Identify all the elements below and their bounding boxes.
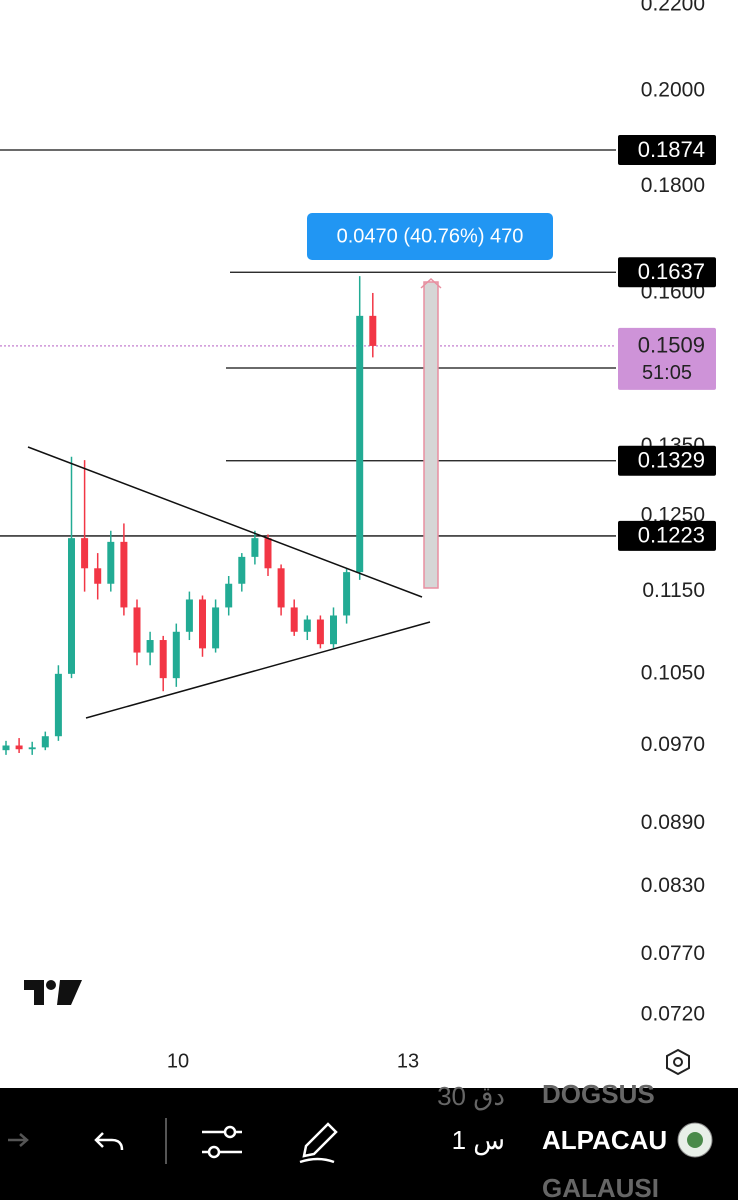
candle-body <box>199 599 206 649</box>
candle-body <box>225 583 233 608</box>
candle-body <box>356 315 364 573</box>
level-label-box <box>618 257 716 288</box>
candle-body <box>369 315 377 346</box>
symbol[interactable]: GALAUSI <box>542 1173 659 1200</box>
y-tick-label: 0.1050 <box>641 661 705 684</box>
y-tick-label: 0.0770 <box>641 942 705 965</box>
level-label: 0.1874 <box>638 137 705 162</box>
candle-body <box>2 745 10 751</box>
plot: 0.22000.20000.18000.16000.13500.12500.11… <box>0 0 705 1026</box>
y-tick-label: 0.0830 <box>641 874 705 897</box>
draw-button[interactable] <box>299 1122 338 1164</box>
level-label: 0.1637 <box>638 259 705 284</box>
level-label-box <box>618 520 716 551</box>
symbol[interactable]: DOGSUS <box>542 1079 655 1109</box>
level-label-box <box>618 135 716 166</box>
candle-body <box>41 736 49 748</box>
y-tick-label: 0.2000 <box>641 79 705 102</box>
candle-body <box>330 615 337 645</box>
measure-arrow <box>420 277 442 289</box>
candle-body <box>343 572 351 616</box>
current-price-label: 0.1509 <box>638 333 705 358</box>
candle-body <box>107 541 115 584</box>
candle-body <box>172 631 180 679</box>
candle-body <box>81 538 89 569</box>
countdown: 51:05 <box>642 362 692 384</box>
candle-body <box>68 538 75 674</box>
y-tick-label: 0.0890 <box>641 811 705 834</box>
trend-line <box>27 446 423 598</box>
symbol[interactable]: ALPACAU <box>542 1125 667 1155</box>
current-price-box <box>618 327 716 390</box>
y-tick-label: 0.1150 <box>642 579 705 602</box>
candle-body <box>277 568 285 608</box>
tv-logo <box>24 980 82 1005</box>
candle-body <box>303 619 311 632</box>
level-label: 0.1329 <box>638 448 705 473</box>
interval[interactable]: 30 دق <box>437 1081 505 1111</box>
candle-body <box>316 619 324 645</box>
candle-body <box>28 747 36 750</box>
candle-body <box>290 607 298 632</box>
candle-body <box>146 640 154 653</box>
measure-box <box>307 213 553 260</box>
redo-button[interactable] <box>8 1133 29 1147</box>
candle-body <box>238 556 246 584</box>
price-labels: 0.1874 0.1637 0.1329 0.1223 0.1509 51:05 <box>618 135 716 551</box>
candle-body <box>120 541 128 608</box>
x-tick-label: 10 <box>167 1050 189 1072</box>
y-tick-label: 0.1800 <box>641 174 705 197</box>
settings-button[interactable] <box>666 1048 690 1076</box>
symbol-icon-inner <box>687 1132 703 1148</box>
candle-body <box>133 607 141 653</box>
y-tick-label: 0.0970 <box>641 733 705 756</box>
interval[interactable]: 1 س <box>452 1125 505 1155</box>
candle-body <box>159 640 167 679</box>
trend-line <box>85 621 431 719</box>
indicators-button[interactable] <box>202 1125 242 1159</box>
candle-body <box>251 538 259 557</box>
settings-dot <box>673 1057 683 1067</box>
candle-body <box>54 673 62 737</box>
candle-body <box>94 568 102 584</box>
level-label: 0.1223 <box>638 523 705 548</box>
y-tick-label: 0.0720 <box>641 1003 705 1026</box>
undo-button[interactable] <box>94 1132 124 1151</box>
candle-body <box>212 607 220 649</box>
y-tick-label: 0.2200 <box>641 0 705 16</box>
measure-range <box>423 281 439 589</box>
toolbar <box>0 1088 738 1200</box>
x-tick-label: 13 <box>397 1050 419 1072</box>
candle-body <box>185 599 193 632</box>
measure-label: 0.0470 (40.76%) 470 <box>337 225 524 247</box>
level-label-box <box>618 445 716 476</box>
candle-body <box>15 745 23 750</box>
candle-body <box>264 538 272 569</box>
